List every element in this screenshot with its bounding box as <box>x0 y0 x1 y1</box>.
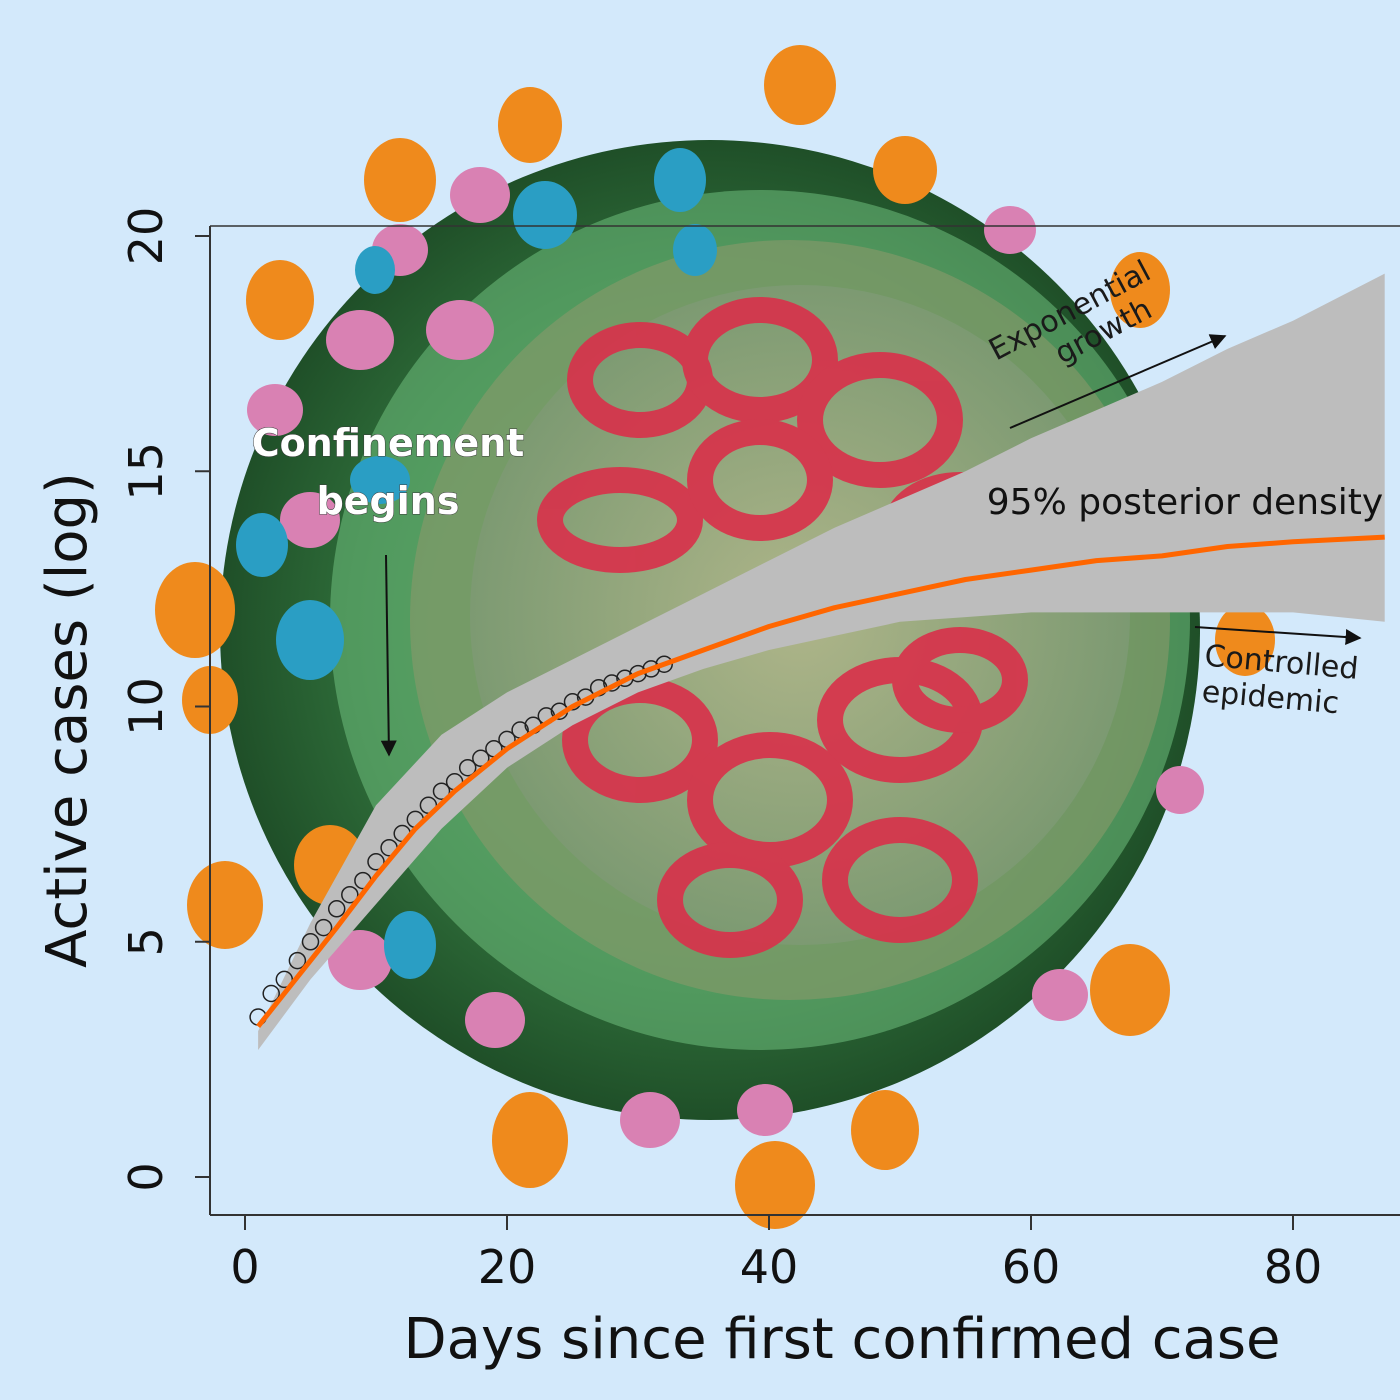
observed-point <box>327 900 346 918</box>
controlled-epidemic-label: Controlled epidemic <box>1200 639 1359 722</box>
observed-point <box>458 758 477 777</box>
observed-point <box>301 933 320 951</box>
confinement-label-line1: Confinement <box>252 421 525 465</box>
x-tick-label: 60 <box>1002 1240 1061 1294</box>
posterior-band-layer <box>258 273 1385 1051</box>
band-label: 95% posterior density <box>987 482 1383 523</box>
observed-point <box>432 782 451 800</box>
y-tick-label: 15 <box>119 442 173 501</box>
exponential-growth-arrow <box>1009 334 1227 429</box>
fitted-line-layer <box>256 534 1385 1028</box>
controlled-epidemic-arrow <box>1194 626 1362 646</box>
observed-point <box>341 885 359 904</box>
confinement-label-line2: begins <box>317 479 460 523</box>
x-ticks-layer: 0 20 40 60 80 <box>230 1215 1322 1294</box>
observed-point <box>367 853 385 871</box>
observed-point <box>472 749 490 768</box>
y-tick-label: 10 <box>119 677 173 736</box>
fitted-median-line <box>256 534 1385 1028</box>
observed-point <box>629 664 647 683</box>
y-ticks-layer: 0 5 10 15 20 <box>119 207 210 1192</box>
observed-point <box>288 951 307 970</box>
x-axis-title: Days since first confirmed case <box>404 1307 1281 1372</box>
posterior-density-band <box>258 273 1385 1051</box>
observed-point <box>262 984 280 1003</box>
observed-point <box>314 918 333 937</box>
plot-frame <box>209 225 1400 1216</box>
observed-point <box>275 970 294 989</box>
y-tick-label: 20 <box>119 207 173 266</box>
y-axis-title: Active cases (log) <box>35 472 100 968</box>
y-tick-label: 5 <box>119 927 173 956</box>
y-tick-label: 0 <box>119 1162 173 1191</box>
x-tick-label: 0 <box>230 1240 259 1294</box>
x-tick-label: 20 <box>478 1240 537 1294</box>
x-tick-label: 80 <box>1264 1240 1323 1294</box>
x-tick-label: 40 <box>740 1240 799 1294</box>
observed-point <box>642 660 660 678</box>
confinement-arrow <box>380 554 397 757</box>
observed-point <box>655 655 673 673</box>
